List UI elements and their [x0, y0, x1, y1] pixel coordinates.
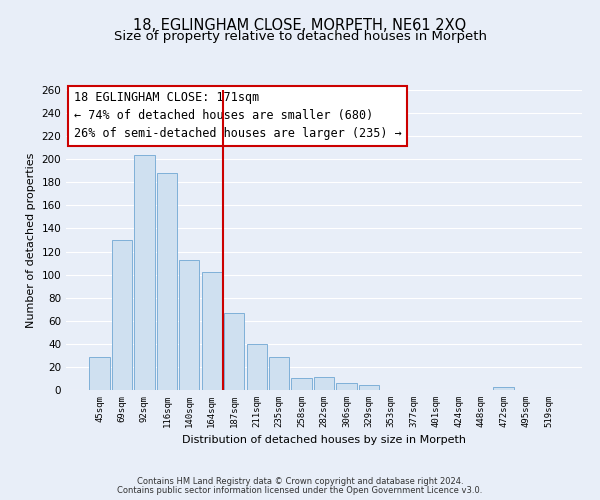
Bar	[292, 378, 311, 390]
Bar	[337, 383, 356, 390]
Text: 18 EGLINGHAM CLOSE: 171sqm
← 74% of detached houses are smaller (680)
26% of sem: 18 EGLINGHAM CLOSE: 171sqm ← 74% of deta…	[74, 92, 401, 140]
X-axis label: Distribution of detached houses by size in Morpeth: Distribution of detached houses by size …	[182, 436, 466, 446]
Bar	[269, 356, 289, 390]
Bar	[179, 260, 199, 390]
Text: Contains public sector information licensed under the Open Government Licence v3: Contains public sector information licen…	[118, 486, 482, 495]
Y-axis label: Number of detached properties: Number of detached properties	[26, 152, 36, 328]
Text: Contains HM Land Registry data © Crown copyright and database right 2024.: Contains HM Land Registry data © Crown c…	[137, 477, 463, 486]
Bar	[493, 386, 514, 390]
Bar	[247, 344, 267, 390]
Text: Size of property relative to detached houses in Morpeth: Size of property relative to detached ho…	[113, 30, 487, 43]
Bar	[112, 240, 132, 390]
Bar	[224, 312, 244, 390]
Bar	[202, 272, 222, 390]
Bar	[134, 154, 155, 390]
Bar	[89, 356, 110, 390]
Bar	[359, 386, 379, 390]
Text: 18, EGLINGHAM CLOSE, MORPETH, NE61 2XQ: 18, EGLINGHAM CLOSE, MORPETH, NE61 2XQ	[133, 18, 467, 32]
Bar	[157, 173, 177, 390]
Bar	[314, 378, 334, 390]
